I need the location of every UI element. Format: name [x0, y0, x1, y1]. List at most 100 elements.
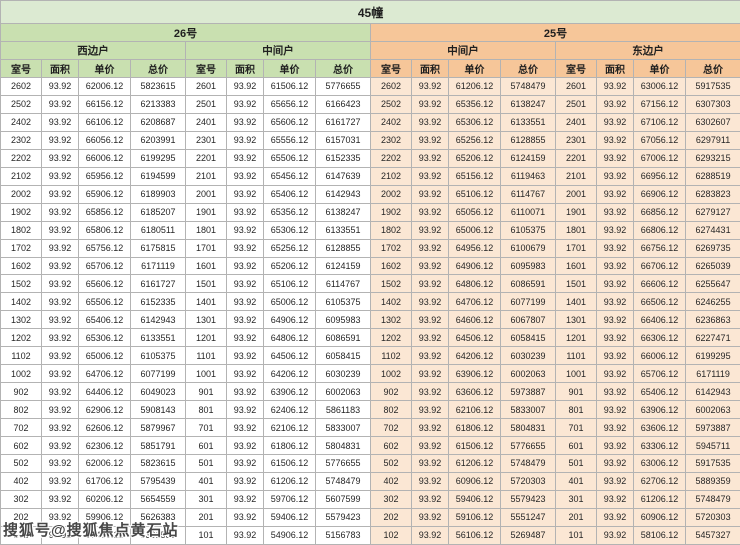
cell-total-price: 5776655	[315, 454, 371, 473]
header-area: 面积	[411, 59, 449, 78]
cell-total-price: 6199295	[684, 346, 740, 366]
cell-area: 93.92	[596, 220, 634, 240]
table-row: 2202 93.92 66006.12 6199295 2201 93.92 65506.1…	[0, 148, 740, 168]
cell-area: 93.92	[226, 184, 264, 204]
cell-unit-price: 65806.12	[78, 220, 131, 240]
header-area: 面积	[41, 59, 79, 78]
cell-total-price: 5795439	[130, 471, 186, 491]
cell-unit-price: 65406.12	[633, 382, 686, 402]
cell-area: 93.92	[41, 507, 79, 527]
cell-room-number: 2502	[370, 94, 412, 114]
cell-room-number: 1701	[555, 238, 597, 258]
cell-room-number: 1701	[185, 238, 227, 258]
cell-area: 93.92	[411, 328, 449, 348]
cell-area: 93.92	[226, 292, 264, 312]
cell-unit-price: 56106.12	[448, 525, 501, 545]
cell-total-price: 6166423	[315, 94, 371, 114]
cell-room-number: 902	[0, 382, 42, 402]
cell-area: 93.92	[596, 489, 634, 509]
cell-total-price: 6077199	[130, 364, 186, 384]
cell-unit-price: 59906.12	[78, 507, 131, 527]
cell-room-number: 2602	[370, 77, 412, 96]
cell-total-price: 6142943	[684, 382, 740, 402]
group-header-row: 26号 25号	[0, 23, 740, 42]
table-row: 1302 93.92 65406.12 6142943 1301 93.92 64906.1…	[0, 310, 740, 330]
cell-room-number: 1902	[0, 202, 42, 222]
cell-unit-price: 65156.12	[448, 166, 501, 186]
table-row: 102 93.92 57406.12 5391583 101 93.92 54906.12 5…	[0, 525, 740, 545]
cell-unit-price: 66756.12	[633, 238, 686, 258]
cell-total-price: 5973887	[500, 382, 556, 402]
cell-total-price: 6236863	[684, 310, 740, 330]
cell-unit-price: 65756.12	[78, 238, 131, 258]
cell-unit-price: 65306.12	[78, 328, 131, 348]
cell-room-number: 702	[0, 418, 42, 438]
cell-room-number: 102	[0, 525, 42, 545]
cell-unit-price: 65356.12	[263, 202, 316, 222]
cell-room-number: 1801	[555, 220, 597, 240]
cell-total-price: 6105375	[315, 292, 371, 312]
cell-area: 93.92	[596, 112, 634, 132]
cell-total-price: 6114767	[500, 184, 556, 204]
cell-room-number: 101	[555, 525, 597, 545]
cell-unit-price: 63606.12	[633, 418, 686, 438]
cell-unit-price: 64806.12	[263, 328, 316, 348]
cell-room-number: 1301	[555, 310, 597, 330]
cell-area: 93.92	[41, 238, 79, 258]
unit-header-east: 东边户	[554, 41, 740, 60]
column-header-row: 室号 面积 单价 总价 室号 面积 单价 总价 室号 面积 单价 总价 室号 面…	[0, 59, 740, 78]
cell-room-number: 2502	[0, 94, 42, 114]
cell-area: 93.92	[596, 400, 634, 420]
cell-total-price: 6128855	[500, 130, 556, 150]
cell-unit-price: 61806.12	[263, 436, 316, 456]
cell-area: 93.92	[226, 77, 264, 96]
cell-area: 93.92	[41, 310, 79, 330]
cell-area: 93.92	[226, 454, 264, 473]
cell-total-price: 6002063	[684, 400, 740, 420]
cell-unit-price: 61806.12	[448, 418, 501, 438]
cell-area: 93.92	[41, 436, 79, 456]
cell-area: 93.92	[596, 364, 634, 384]
cell-unit-price: 62306.12	[78, 436, 131, 456]
cell-room-number: 901	[185, 382, 227, 402]
cell-area: 93.92	[226, 328, 264, 348]
cell-unit-price: 66806.12	[633, 220, 686, 240]
cell-room-number: 1302	[0, 310, 42, 330]
cell-area: 93.92	[596, 454, 634, 473]
unit-header-west: 西边户	[0, 41, 186, 60]
cell-room-number: 1202	[0, 328, 42, 348]
cell-room-number: 2002	[370, 184, 412, 204]
cell-unit-price: 64506.12	[263, 346, 316, 366]
cell-area: 93.92	[411, 274, 449, 294]
cell-total-price: 6030239	[315, 364, 371, 384]
cell-area: 93.92	[226, 346, 264, 366]
cell-unit-price: 66006.12	[78, 148, 131, 168]
cell-unit-price: 64956.12	[448, 238, 501, 258]
cell-total-price: 6227471	[684, 328, 740, 348]
cell-unit-price: 65206.12	[448, 148, 501, 168]
cell-unit-price: 67006.12	[633, 148, 686, 168]
cell-unit-price: 65556.12	[263, 130, 316, 150]
cell-unit-price: 63306.12	[633, 436, 686, 456]
cell-unit-price: 62106.12	[263, 418, 316, 438]
cell-unit-price: 65106.12	[263, 274, 316, 294]
cell-unit-price: 64206.12	[448, 346, 501, 366]
cell-total-price: 6138247	[500, 94, 556, 114]
table-row: 1202 93.92 65306.12 6133551 1201 93.92 64806.1…	[0, 328, 740, 348]
cell-total-price: 5908143	[130, 400, 186, 420]
cell-total-price: 6194599	[130, 166, 186, 186]
cell-area: 93.92	[41, 166, 79, 186]
header-total-price: 总价	[500, 59, 556, 78]
cell-room-number: 802	[0, 400, 42, 420]
cell-area: 93.92	[41, 418, 79, 438]
cell-area: 93.92	[596, 77, 634, 96]
cell-total-price: 6185207	[130, 202, 186, 222]
cell-area: 93.92	[226, 166, 264, 186]
cell-room-number: 2302	[370, 130, 412, 150]
cell-room-number: 1902	[370, 202, 412, 222]
cell-room-number: 2101	[185, 166, 227, 186]
cell-room-number: 2201	[555, 148, 597, 168]
cell-room-number: 2501	[555, 94, 597, 114]
cell-room-number: 402	[0, 471, 42, 491]
header-unit-price: 单价	[448, 59, 501, 78]
